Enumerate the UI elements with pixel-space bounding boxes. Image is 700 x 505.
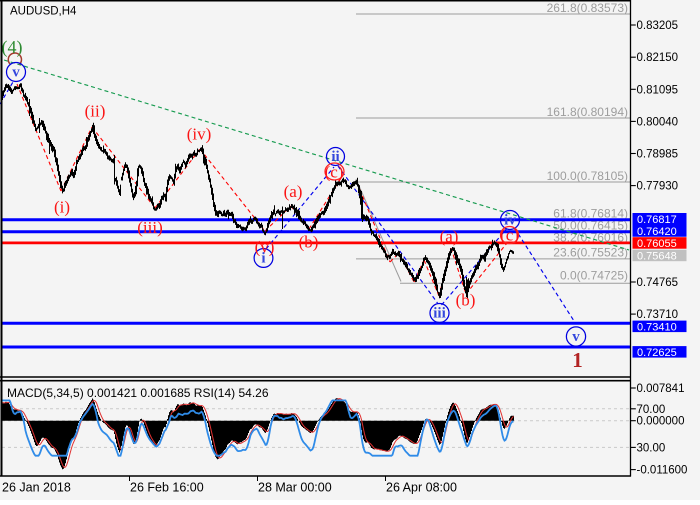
svg-text:30.00: 30.00 [637,442,666,454]
svg-text:26 Feb 16:00: 26 Feb 16:00 [130,481,204,495]
svg-text:MACD(5,34,5) 0.001421 0.001685: MACD(5,34,5) 0.001421 0.001685 RSI(14) 5… [7,386,269,400]
svg-text:AUDUSD,H4: AUDUSD,H4 [10,6,77,18]
svg-text:(ii): (ii) [85,102,106,121]
svg-text:(4): (4) [2,37,23,58]
svg-text:iii: iii [433,306,446,322]
svg-text:0.76817: 0.76817 [637,214,677,226]
svg-text:(b): (b) [299,233,319,252]
svg-text:(a): (a) [284,182,303,201]
svg-text:23.6(0.75523): 23.6(0.75523) [553,246,628,260]
svg-text:(iii): (iii) [137,218,163,237]
svg-text:v: v [572,329,580,345]
svg-text:0.72625: 0.72625 [637,347,677,359]
svg-text:0.83205: 0.83205 [637,20,679,32]
svg-text:0.80040: 0.80040 [637,116,679,128]
svg-text:0.007841: 0.007841 [637,383,685,395]
svg-text:26 Jan 2018: 26 Jan 2018 [2,481,71,495]
svg-text:(v): (v) [255,238,275,257]
svg-text:0.000000: 0.000000 [637,416,685,428]
svg-text:(b): (b) [456,291,476,310]
svg-text:(c): (c) [500,226,519,245]
svg-text:261.8(0.83573): 261.8(0.83573) [547,1,628,15]
svg-text:(i): (i) [54,198,70,217]
svg-text:161.8(0.80194): 161.8(0.80194) [547,105,628,119]
svg-text:38.2(0.76016): 38.2(0.76016) [553,231,628,245]
svg-text:50.0(0.76415): 50.0(0.76415) [553,219,628,233]
svg-text:0.75648: 0.75648 [637,251,677,263]
svg-text:0.76055: 0.76055 [637,238,677,250]
svg-text:iv: iv [504,213,516,229]
svg-text:(c): (c) [325,163,344,182]
svg-text:(a): (a) [440,227,459,246]
svg-text:0.73710: 0.73710 [637,309,679,321]
svg-text:ii: ii [331,149,339,165]
svg-text:0.78985: 0.78985 [637,149,679,161]
svg-text:i: i [261,251,265,267]
svg-text:70.00: 70.00 [637,404,666,416]
svg-text:0.82150: 0.82150 [637,52,679,64]
svg-text:26 Apr 08:00: 26 Apr 08:00 [386,481,457,495]
svg-text:0.76420: 0.76420 [637,226,677,238]
svg-text:1: 1 [572,348,583,372]
svg-text:0.74765: 0.74765 [637,277,679,289]
svg-text:0.81095: 0.81095 [637,84,679,96]
svg-text:61.8(0.76814): 61.8(0.76814) [553,206,628,220]
svg-text:100.0(0.78105): 100.0(0.78105) [547,169,628,183]
svg-text:-0.011600: -0.011600 [637,465,688,477]
svg-text:0.77930: 0.77930 [637,181,679,193]
svg-text:28 Mar 00:00: 28 Mar 00:00 [258,481,332,495]
svg-text:0.73410: 0.73410 [637,322,677,334]
svg-text:v: v [12,65,20,81]
svg-text:0.0(0.74725): 0.0(0.74725) [560,269,628,283]
svg-text:(iv): (iv) [187,125,212,144]
